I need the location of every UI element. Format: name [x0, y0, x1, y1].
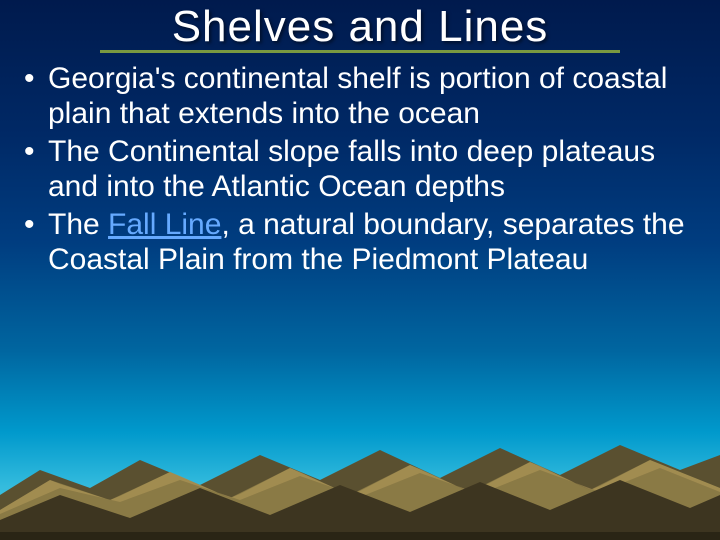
ground-strip: [0, 532, 720, 540]
mountain-illustration: [0, 400, 720, 540]
fall-line-link[interactable]: Fall Line: [108, 208, 221, 241]
list-item: The Fall Line, a natural boundary, separ…: [20, 207, 700, 278]
bullet-text: Georgia's continental shelf is portion o…: [48, 62, 667, 130]
bullet-list: Georgia's continental shelf is portion o…: [20, 61, 700, 277]
bullet-text: The: [48, 208, 108, 241]
slide-container: Shelves and Lines Georgia's continental …: [0, 0, 720, 540]
bullet-text: The Continental slope falls into deep pl…: [48, 135, 655, 203]
list-item: The Continental slope falls into deep pl…: [20, 134, 700, 205]
list-item: Georgia's continental shelf is portion o…: [20, 61, 700, 132]
slide-body: Georgia's continental shelf is portion o…: [0, 53, 720, 277]
slide-title: Shelves and Lines: [0, 0, 720, 52]
